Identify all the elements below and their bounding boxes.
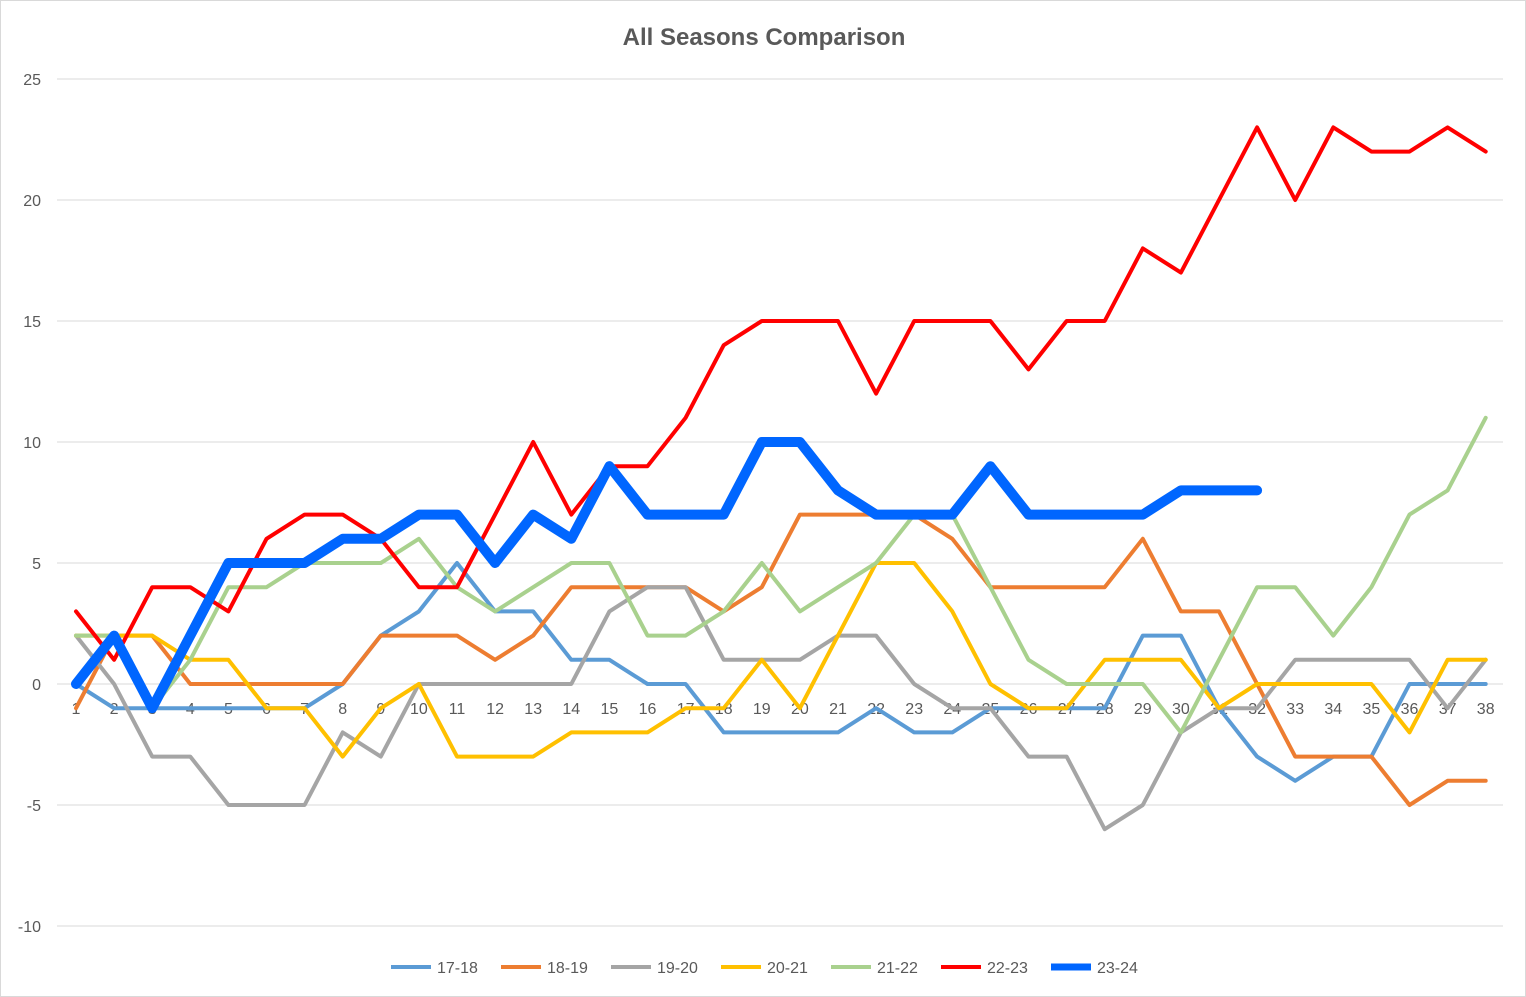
y-tick-label-0: 25 (23, 72, 41, 89)
y-tick-label-5: 0 (32, 677, 41, 694)
x-tick-label-34: 35 (1363, 701, 1381, 718)
y-axis-ticks: 25 20 15 10 5 0 -5 -10 (18, 72, 41, 936)
legend-label-17-18: 17-18 (437, 960, 478, 977)
chart-title: All Seasons Comparison (623, 24, 906, 51)
series-lines (71, 125, 1488, 832)
legend-label-18-19: 18-19 (547, 960, 588, 977)
x-tick-label-11: 12 (486, 701, 504, 718)
legend: 17-18 18-19 19-20 20-21 21-22 22-23 23-24 (391, 960, 1138, 977)
x-tick-label-7: 8 (338, 701, 347, 718)
series-line-22-23 (74, 125, 1488, 662)
x-tick-label-35: 36 (1401, 701, 1419, 718)
series-line-18-19 (74, 512, 1488, 807)
x-tick-label-33: 34 (1324, 701, 1342, 718)
x-tick-label-22: 23 (905, 701, 923, 718)
x-tick-label-13: 14 (562, 701, 580, 718)
y-tick-label-7: -10 (18, 919, 41, 936)
x-tick-label-12: 13 (524, 701, 542, 718)
y-tick-label-1: 20 (23, 193, 41, 210)
x-tick-label-18: 19 (753, 701, 771, 718)
x-tick-label-15: 16 (639, 701, 657, 718)
legend-label-23-24: 23-24 (1097, 960, 1138, 977)
legend-label-21-22: 21-22 (877, 960, 918, 977)
x-tick-label-28: 29 (1134, 701, 1152, 718)
x-tick-label-37: 38 (1477, 701, 1495, 718)
x-tick-label-14: 15 (601, 701, 619, 718)
y-tick-label-6: -5 (27, 798, 41, 815)
series-line-17-18 (74, 561, 1488, 783)
x-tick-label-29: 30 (1172, 701, 1190, 718)
series-line-23-24 (71, 437, 1263, 714)
x-tick-label-9: 10 (410, 701, 428, 718)
y-tick-label-4: 5 (32, 556, 41, 573)
y-tick-label-3: 10 (23, 435, 41, 452)
x-tick-label-10: 11 (449, 701, 466, 718)
legend-label-20-21: 20-21 (767, 960, 808, 977)
legend-label-22-23: 22-23 (987, 960, 1028, 977)
legend-label-19-20: 19-20 (657, 960, 698, 977)
gridlines (57, 78, 1503, 927)
x-tick-label-32: 33 (1286, 701, 1304, 718)
series-line-19-20 (74, 585, 1488, 832)
y-tick-label-2: 15 (23, 314, 41, 331)
x-tick-label-20: 21 (829, 701, 847, 718)
series-line-20-21 (74, 561, 1488, 759)
